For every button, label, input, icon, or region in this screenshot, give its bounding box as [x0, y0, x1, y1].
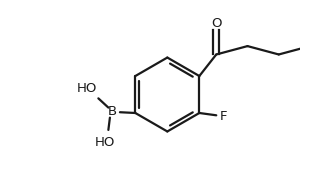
Text: O: O: [211, 17, 221, 30]
Text: HO: HO: [76, 82, 97, 95]
Text: B: B: [108, 105, 117, 118]
Text: HO: HO: [94, 136, 115, 149]
Text: F: F: [220, 110, 228, 123]
